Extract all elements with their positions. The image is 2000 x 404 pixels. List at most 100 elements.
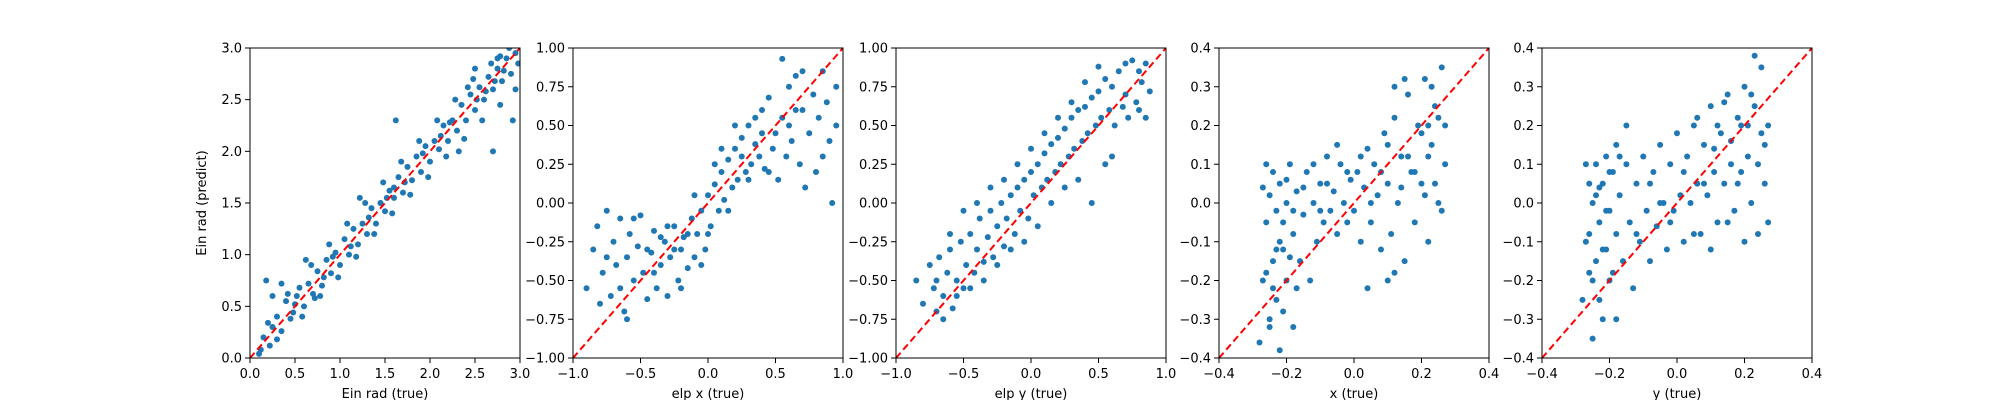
data-point [380, 179, 387, 186]
data-point [1378, 246, 1384, 253]
data-point [472, 65, 478, 72]
y-tick-label: 0.3 [1513, 80, 1534, 95]
data-point [980, 258, 987, 265]
data-point [1633, 231, 1640, 237]
data-point [752, 114, 759, 121]
data-point [1142, 114, 1149, 121]
data-point [1357, 238, 1364, 245]
data-point [815, 114, 822, 121]
data-point [1596, 296, 1603, 303]
data-point [1263, 161, 1270, 168]
data-point [1657, 200, 1664, 206]
data-point [705, 231, 711, 237]
x-tick-label: 0.4 [1802, 367, 1823, 382]
y-tick-label: −0.75 [525, 313, 565, 328]
x-tick-label: 0.0 [698, 367, 719, 382]
reference-line-y-equals-x [250, 48, 520, 358]
data-point [1293, 285, 1300, 292]
data-point [341, 236, 348, 243]
data-point [290, 309, 297, 316]
data-point [594, 223, 601, 230]
data-point [1425, 153, 1432, 160]
data-point [721, 196, 728, 203]
data-point [779, 55, 786, 62]
data-point [944, 269, 951, 276]
data-point [953, 277, 960, 284]
data-point [626, 231, 633, 237]
data-point [1273, 296, 1280, 303]
data-point [936, 254, 943, 261]
y-tick-label: −1.00 [848, 352, 888, 367]
y-tick-label: −0.1 [1502, 235, 1534, 250]
data-point [1401, 76, 1408, 82]
data-point [957, 238, 964, 245]
data-point [382, 208, 388, 215]
data-point [1707, 246, 1714, 253]
data-point [1125, 114, 1132, 121]
data-point [1344, 169, 1351, 175]
data-point [1579, 296, 1586, 303]
y-tick-label: 0.4 [1513, 42, 1534, 57]
data-point [305, 280, 312, 287]
data-point [617, 285, 624, 292]
data-point [1014, 184, 1021, 191]
data-point [1011, 231, 1018, 237]
data-point [481, 96, 487, 103]
data-point [1310, 161, 1317, 168]
data-point [467, 91, 474, 98]
data-point [715, 207, 722, 214]
data-point [657, 262, 664, 268]
data-point [1146, 88, 1153, 95]
data-point [1680, 238, 1687, 245]
data-point [508, 70, 514, 77]
x-axis-label: elp x (true) [672, 387, 745, 400]
data-point [947, 246, 953, 253]
data-point [497, 101, 504, 108]
data-point [278, 280, 285, 287]
data-point [1751, 52, 1758, 59]
data-point [748, 161, 755, 168]
subplot-4: −0.4 −0.2 0.0 0.2 0.4 −0.4 −0.3 −0.2 −0.1 0.0 0.1 0… [1179, 42, 1500, 403]
data-point [624, 316, 630, 323]
data-point [1425, 122, 1432, 129]
data-point [431, 138, 438, 144]
x-tick-label: 0.4 [1479, 367, 1500, 382]
data-point [610, 238, 617, 245]
y-tick-label: 0.3 [1190, 80, 1211, 95]
points-group [256, 48, 520, 357]
data-point [1687, 200, 1694, 206]
data-point [742, 169, 749, 175]
data-point [500, 67, 507, 74]
data-point [1425, 238, 1432, 245]
data-point [1606, 169, 1613, 175]
data-point [445, 138, 451, 144]
data-point [1111, 122, 1118, 129]
data-point [490, 86, 496, 93]
data-point [1088, 200, 1095, 206]
data-point [1384, 277, 1391, 284]
data-point [472, 107, 478, 113]
data-point [823, 99, 830, 106]
data-point [1115, 68, 1122, 75]
data-point [725, 156, 732, 163]
data-point [802, 184, 809, 191]
data-point [653, 285, 660, 292]
data-point [400, 189, 406, 196]
data-point [590, 246, 597, 253]
data-point [488, 60, 495, 67]
data-point [1391, 114, 1398, 121]
y-tick-label: 0.0 [221, 352, 242, 367]
data-point [664, 293, 671, 299]
data-point [792, 107, 799, 113]
data-point [359, 220, 366, 227]
data-point [1761, 141, 1768, 148]
data-point [671, 223, 678, 230]
y-tick-label: 0.4 [1190, 42, 1211, 57]
data-point [583, 285, 590, 292]
data-point [1603, 207, 1610, 214]
data-point [1593, 161, 1599, 168]
y-tick-label: 0.25 [859, 158, 888, 173]
data-point [786, 83, 792, 90]
data-point [346, 251, 352, 258]
